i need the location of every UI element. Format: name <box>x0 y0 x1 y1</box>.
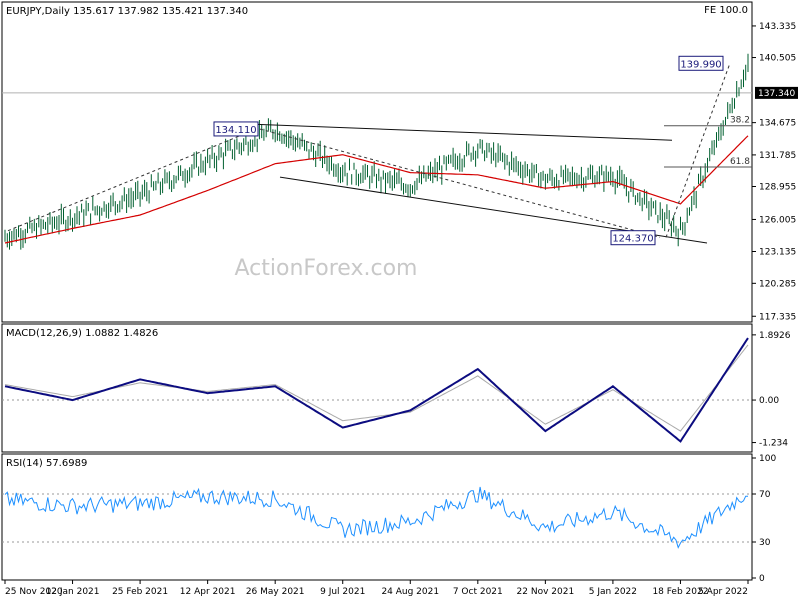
price-panel-frame <box>1 1 753 323</box>
x-tick-label: 24 Aug 2021 <box>381 587 439 597</box>
price-tick-label: 128.955 <box>759 183 796 193</box>
dashed-trend-3 <box>665 63 731 238</box>
macd-tick-label: -1.234 <box>759 439 788 449</box>
current-price-label: 137.340 <box>758 89 795 99</box>
upper-trendline <box>234 122 673 141</box>
price-tick-label: 123.135 <box>759 247 796 257</box>
macd-tick-label: 1.8926 <box>759 331 791 341</box>
rsi-line <box>4 486 748 549</box>
x-tick-label: 9 Jul 2021 <box>320 587 365 597</box>
x-tick-label: 5 Jan 2022 <box>589 587 637 597</box>
rsi-title: RSI(14) 57.6989 <box>6 458 87 469</box>
price-annotation-label: 124.370 <box>612 234 653 245</box>
axis-layer: 143.335 140.505 134.675 131.785 128.955 126.0… <box>4 22 798 597</box>
x-tick-label: 12 Apr 2021 <box>180 587 236 597</box>
rsi-panel-frame <box>1 453 753 581</box>
x-tick-label: 7 Oct 2021 <box>453 587 503 597</box>
price-annotation-box <box>213 121 259 137</box>
rsi-tick-label: 70 <box>759 490 771 500</box>
macd-panel-frame <box>1 323 753 453</box>
price-tick-label: 134.675 <box>759 119 796 129</box>
x-tick-label: 5 Apr 2022 <box>698 587 748 597</box>
price-tick-label: 126.005 <box>759 215 796 225</box>
x-tick-label: 22 Nov 2021 <box>517 587 575 597</box>
rsi-layer <box>4 486 748 549</box>
price-tick-label: 131.785 <box>759 151 796 161</box>
rsi-tick-label: 0 <box>759 574 765 584</box>
fe-label: FE 100.0 <box>704 5 748 16</box>
overlay-layer: 134.110 139.990 124.370 38.2 61.8 <box>7 55 752 246</box>
price-layer <box>4 53 749 250</box>
macd-tick-label: 0.00 <box>759 396 779 406</box>
x-tick-label: 25 Nov 2020 <box>5 587 63 597</box>
price-title: EURJPY,Daily 135.617 137.982 135.421 137… <box>6 6 248 17</box>
watermark: ActionForex.com <box>235 256 418 281</box>
fib-level-label: 61.8 <box>730 157 750 167</box>
rsi-tick-label: 30 <box>759 538 771 548</box>
price-annotation-label: 134.110 <box>215 125 256 136</box>
macd-title: MACD(12,26,9) 1.0882 1.4826 <box>6 328 158 339</box>
fib-level-label: 38.2 <box>730 116 750 126</box>
x-tick-label: 25 Feb 2021 <box>112 587 168 597</box>
x-tick-label: 12 Jan 2021 <box>46 587 100 597</box>
macd-line <box>4 337 749 443</box>
rsi-tick-label: 100 <box>759 454 776 464</box>
price-tick-label: 117.335 <box>759 312 796 322</box>
current-price-badge <box>755 86 798 99</box>
macd-layer <box>4 337 749 443</box>
moving-average-line <box>4 135 749 244</box>
price-tick-label: 120.285 <box>759 279 796 289</box>
price-annotation-box <box>610 230 656 246</box>
price-annotation-box <box>678 55 724 71</box>
price-tick-label: 140.505 <box>759 54 796 64</box>
price-annotation-label: 139.990 <box>680 59 721 70</box>
x-tick-label: 26 May 2021 <box>246 587 305 597</box>
grid-layer <box>2 92 752 543</box>
price-tick-label: 143.335 <box>759 22 796 32</box>
x-tick-label: 18 Feb 2022 <box>652 587 708 597</box>
